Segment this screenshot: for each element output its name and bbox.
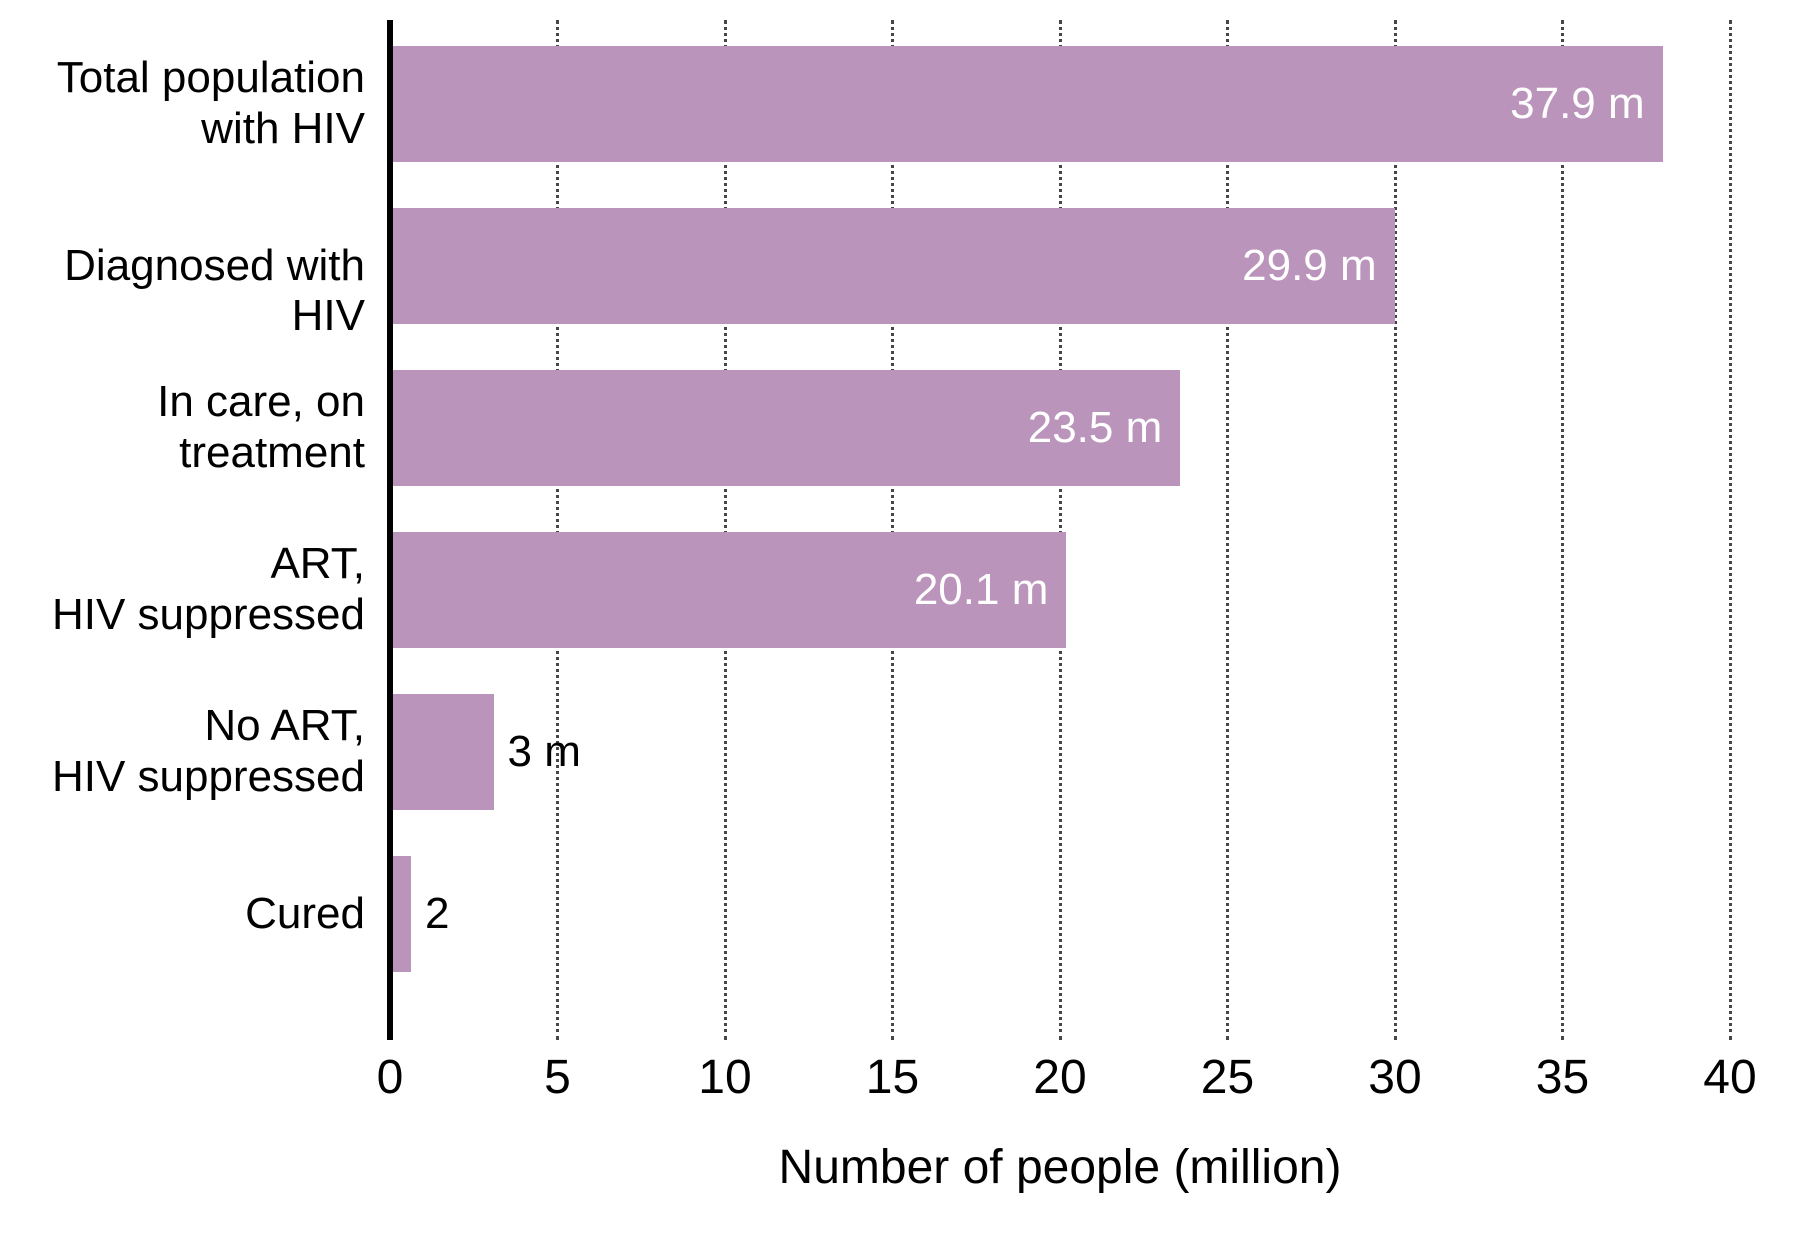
bar-row: 3 m: [393, 694, 581, 810]
x-tick: 5: [544, 1050, 571, 1105]
hiv-cascade-chart: Total populationwith HIV Diagnosed with H…: [0, 0, 1800, 1244]
x-tick: 10: [698, 1050, 751, 1105]
bar-row: 29.9 m: [393, 208, 1395, 324]
x-tick: 15: [866, 1050, 919, 1105]
bar-row: 2: [393, 856, 449, 972]
x-tick: 35: [1536, 1050, 1589, 1105]
x-tick: 30: [1368, 1050, 1421, 1105]
x-axis-ticks: 0510152025303540: [390, 1050, 1730, 1120]
y-label-line: with HIV: [5, 104, 365, 155]
y-label: Cured: [5, 889, 365, 940]
bar-row: 37.9 m: [393, 46, 1663, 162]
y-label: Total populationwith HIV: [5, 53, 365, 154]
bar-value: 3 m: [508, 727, 581, 777]
x-tick: 20: [1033, 1050, 1086, 1105]
bar: 29.9 m: [393, 208, 1395, 324]
x-tick: 0: [377, 1050, 404, 1105]
y-label-line: Total population: [5, 53, 365, 104]
y-label-line: Cured: [5, 889, 365, 940]
y-label-line: Diagnosed with HIV: [5, 241, 365, 342]
bar: [393, 856, 411, 972]
bar: 20.1 m: [393, 532, 1066, 648]
x-tick: 25: [1201, 1050, 1254, 1105]
y-label: Diagnosed with HIV: [5, 241, 365, 342]
bar-value: 20.1 m: [914, 565, 1049, 615]
bar-row: 23.5 m: [393, 370, 1180, 486]
bar-value: 29.9 m: [1242, 241, 1377, 291]
bar: [393, 694, 494, 810]
bar-value: 37.9 m: [1510, 79, 1645, 129]
grid-line: [724, 20, 727, 1040]
grid-line: [1561, 20, 1564, 1040]
grid-line: [1729, 20, 1732, 1040]
y-label-line: ART,: [5, 539, 365, 590]
bar-row: 20.1 m: [393, 532, 1066, 648]
bar: 37.9 m: [393, 46, 1663, 162]
grid-line: [556, 20, 559, 1040]
plot-area: 37.9 m 29.9 m 23.5 m 20.1 m 3 m 2: [390, 20, 1730, 1040]
x-axis-label: Number of people (million): [390, 1140, 1730, 1195]
y-label: In care, ontreatment: [5, 377, 365, 478]
bar: 23.5 m: [393, 370, 1180, 486]
bar-value: 2: [425, 889, 449, 939]
y-label-line: treatment: [5, 428, 365, 479]
y-label-line: In care, on: [5, 377, 365, 428]
y-label-line: HIV suppressed: [5, 752, 365, 803]
x-tick: 40: [1703, 1050, 1756, 1105]
grid-line: [1394, 20, 1397, 1040]
y-label-line: HIV suppressed: [5, 590, 365, 641]
y-label: ART,HIV suppressed: [5, 539, 365, 640]
y-label-line: No ART,: [5, 701, 365, 752]
grid-line: [1226, 20, 1229, 1040]
y-label: No ART,HIV suppressed: [5, 701, 365, 802]
grid-line: [891, 20, 894, 1040]
grid-line: [1059, 20, 1062, 1040]
bar-value: 23.5 m: [1028, 403, 1163, 453]
